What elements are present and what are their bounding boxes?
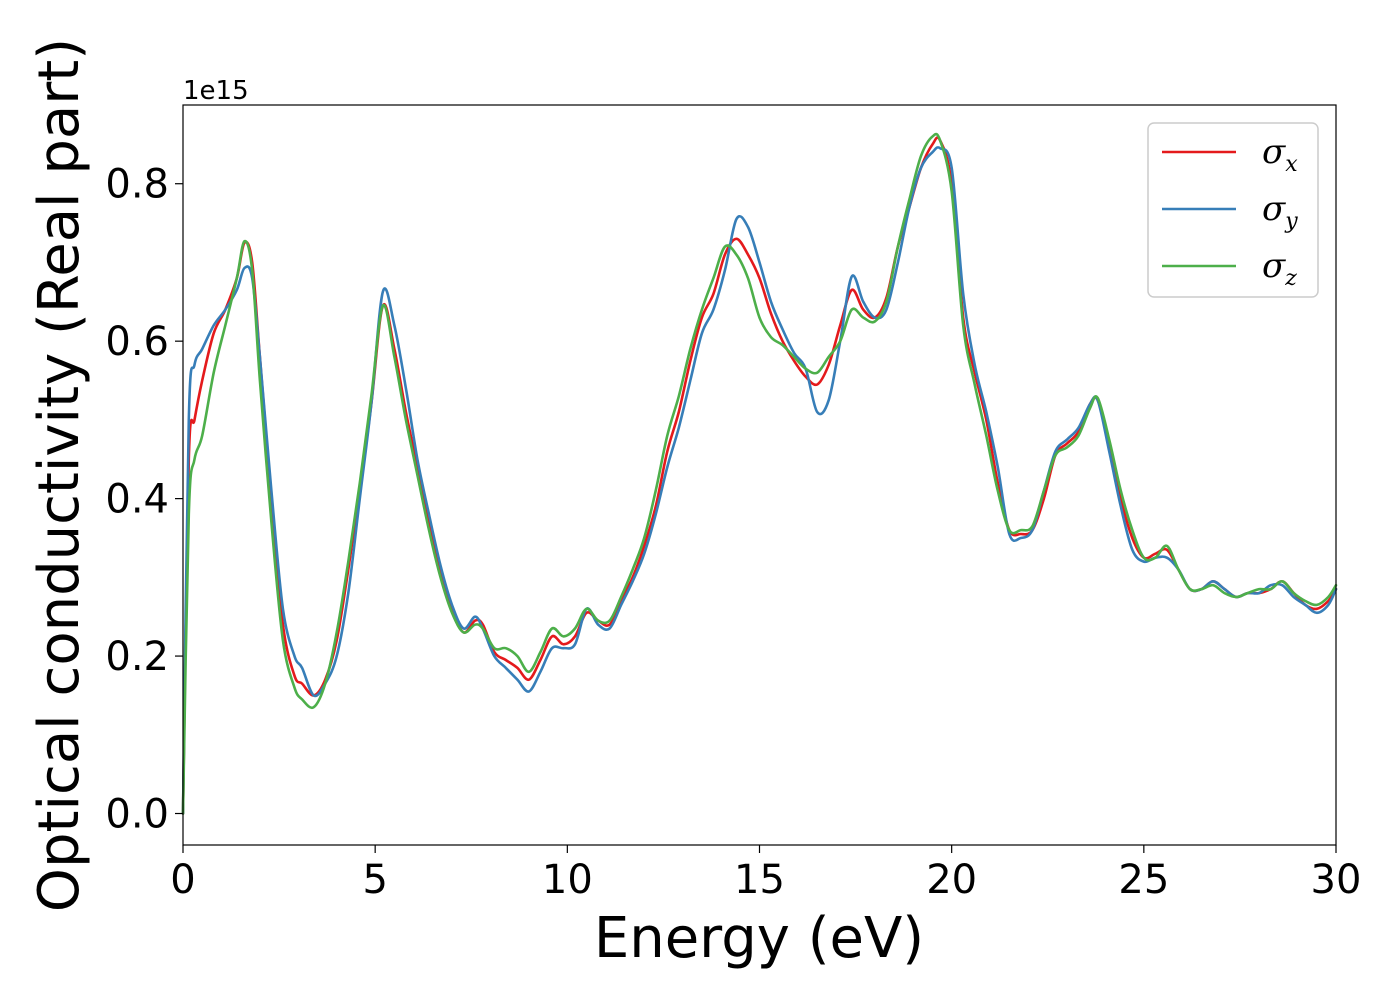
legend-items: σx σy σz bbox=[1162, 132, 1298, 291]
y-tick-label: 0.4 bbox=[105, 477, 169, 523]
y-axis-label: Optical conductivity (Real part) bbox=[27, 38, 92, 912]
legend-label-x: σx bbox=[1262, 132, 1298, 177]
y-tick-label: 0.8 bbox=[105, 162, 169, 208]
y-tick-label: 0.6 bbox=[105, 319, 169, 365]
legend-label-z: σz bbox=[1262, 246, 1297, 291]
y-tick-label: 0.2 bbox=[105, 634, 169, 680]
y-tick-label: 0.0 bbox=[105, 792, 169, 838]
y-offset-label: 1e15 bbox=[183, 76, 249, 106]
legend: σx σy σz bbox=[1147, 122, 1319, 298]
series-layer bbox=[181, 132, 1338, 815]
x-tick-label: 30 bbox=[1311, 857, 1362, 903]
x-tick-label: 20 bbox=[926, 857, 977, 903]
x-tick-label: 15 bbox=[734, 857, 785, 903]
legend-label-y: σy bbox=[1262, 189, 1298, 234]
x-axis-ticks: 0 5 10 15 20 25 30 bbox=[170, 845, 1361, 903]
x-tick-label: 0 bbox=[170, 857, 195, 903]
plot-area bbox=[183, 105, 1336, 845]
x-tick-label: 10 bbox=[542, 857, 593, 903]
series-line-z bbox=[181, 132, 1338, 815]
series-line-y bbox=[181, 146, 1338, 815]
x-axis-label: Energy (eV) bbox=[594, 906, 924, 971]
y-axis-ticks: 0.0 0.2 0.4 0.6 0.8 bbox=[105, 162, 183, 838]
x-tick-label: 25 bbox=[1118, 857, 1169, 903]
x-tick-label: 5 bbox=[362, 857, 387, 903]
